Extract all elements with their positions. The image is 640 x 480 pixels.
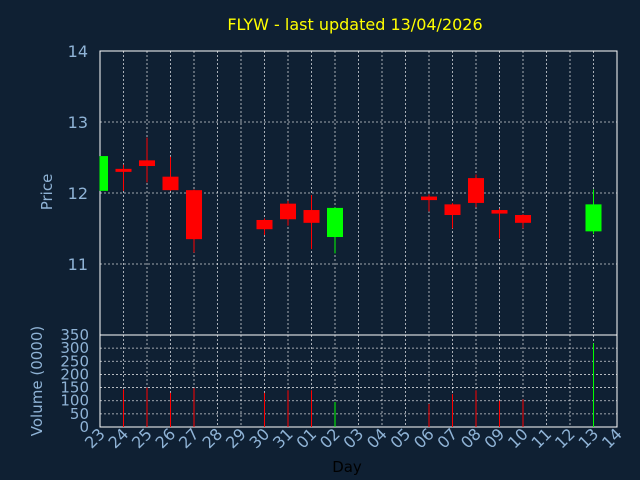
candle-body: [303, 210, 320, 223]
chart-title: FLYW - last updated 13/04/2026: [227, 15, 482, 34]
volume-tick-label: 100: [60, 392, 89, 410]
candle-body: [256, 219, 273, 230]
volume-tick-label: 300: [60, 339, 89, 357]
candle-body: [327, 207, 343, 238]
price-panel: 14 13 12 11: [68, 42, 618, 336]
candle-body: [280, 203, 296, 220]
volume-tick-label: 350: [60, 326, 89, 344]
price-tick-label: 13: [68, 113, 88, 132]
candle-body: [162, 176, 179, 191]
candle-body: [115, 168, 132, 172]
candle-body: [468, 178, 484, 203]
candle-body: [100, 156, 108, 191]
candle-body: [491, 210, 508, 214]
volume-tick-label: 0: [79, 418, 89, 436]
candle-body: [515, 215, 531, 223]
candle-body: [139, 160, 155, 167]
volume-tick-label: 150: [60, 379, 89, 397]
volume-tick-label: 200: [60, 365, 89, 383]
volume-panel: 3503002502001501005002324252627282930310…: [60, 326, 625, 452]
price-axis-label: Price: [38, 174, 56, 211]
volume-axis-label: Volume (0000): [28, 326, 46, 436]
volume-tick-label: 50: [70, 405, 89, 423]
day-axis-label: Day: [332, 458, 362, 476]
candle-body: [421, 196, 437, 201]
price-tick-label: 14: [68, 42, 88, 61]
candle-body: [444, 204, 461, 216]
candle-body: [186, 190, 202, 240]
price-tick-label: 11: [68, 255, 88, 274]
volume-tick-label: 250: [60, 352, 89, 370]
candle-body: [585, 204, 602, 232]
price-tick-label: 12: [68, 184, 88, 203]
day-tick-label: 14: [598, 424, 626, 452]
